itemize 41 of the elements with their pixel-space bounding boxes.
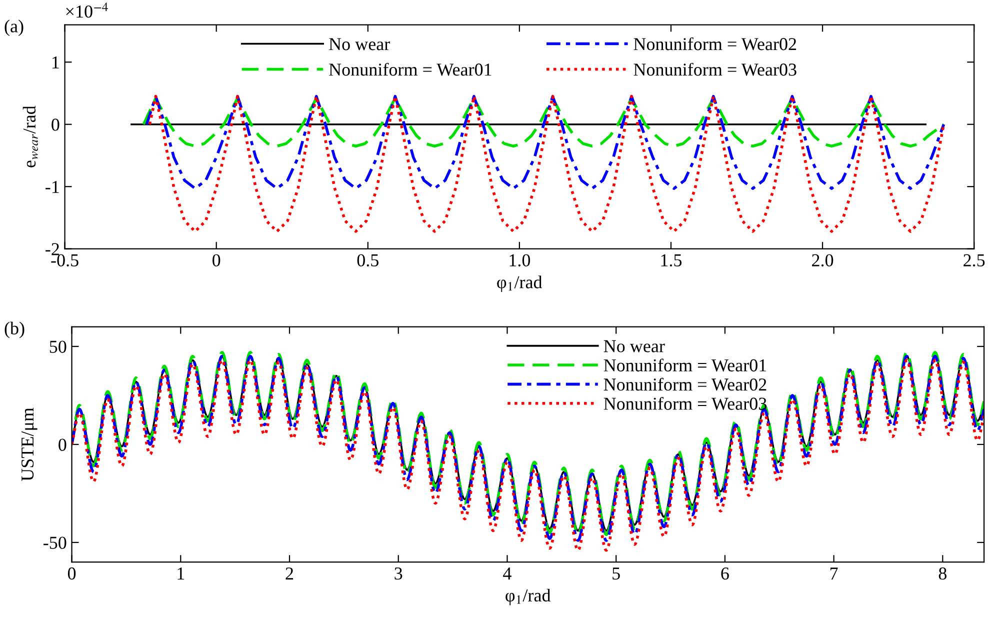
- x-tick-label: 1.0: [510, 254, 530, 266]
- legend-label: No wear: [604, 340, 665, 352]
- x-tick-label: 6: [721, 567, 729, 580]
- line-series: [145, 94, 946, 190]
- y-axis-title: USTE/μm: [21, 408, 38, 481]
- legend-label: Nonuniform = Wear03: [604, 396, 766, 410]
- x-tick-label: -0.5: [51, 254, 78, 266]
- x-tick-label: 0: [68, 567, 76, 580]
- y-tick-label: -50: [44, 536, 66, 549]
- y-tick-label: -1: [46, 180, 59, 193]
- x-tick-label: 0: [212, 254, 220, 266]
- x-axis-title: φ$_{1}$/rad: [497, 276, 542, 292]
- text: ×10$^{−4}$: [66, 2, 108, 18]
- legend-label: Nonuniform = Wear02: [634, 37, 796, 50]
- x-tick-label: 3: [394, 567, 402, 580]
- y-tick-label: 50: [50, 340, 66, 353]
- x-tick-label: 1.5: [661, 254, 682, 266]
- legend-label: No wear: [329, 38, 390, 50]
- text: (a): [4, 20, 24, 36]
- x-tick-label: 5: [612, 568, 620, 580]
- text: (b): [4, 322, 24, 338]
- legend-label: Nonuniform = Wear01: [329, 62, 492, 76]
- legend-label: Nonuniform = Wear03: [634, 62, 796, 76]
- x-tick-label: 0.5: [357, 254, 378, 266]
- y-tick-label: -2: [46, 243, 59, 256]
- x-tick-label: 2.5: [964, 254, 985, 266]
- x-tick-label: 7: [830, 568, 838, 580]
- x-tick-label: 2.0: [812, 254, 834, 266]
- x-tick-label: 2: [286, 567, 294, 580]
- x-tick-label: 1: [178, 568, 184, 580]
- y-tick-label: 0: [52, 118, 60, 131]
- line-series: [142, 96, 946, 148]
- line-series: [148, 94, 946, 233]
- y-tick-label: 1: [52, 56, 59, 68]
- x-tick-label: 4: [503, 568, 512, 580]
- y-axis-title: e$_{wear}$/rad: [22, 106, 38, 168]
- legend-label: Nonuniform = Wear01: [604, 358, 766, 372]
- legend-label: Nonuniform = Wear02: [604, 378, 766, 391]
- y-tick-label: 0: [58, 438, 66, 451]
- x-axis-title: φ$_{1}$/rad: [506, 588, 551, 606]
- x-tick-label: 8: [938, 567, 946, 580]
